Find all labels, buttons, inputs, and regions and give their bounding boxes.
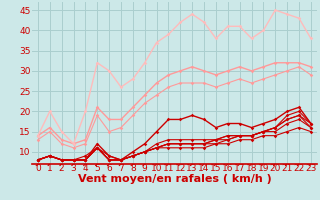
X-axis label: Vent moyen/en rafales ( km/h ): Vent moyen/en rafales ( km/h ) [77,174,271,184]
